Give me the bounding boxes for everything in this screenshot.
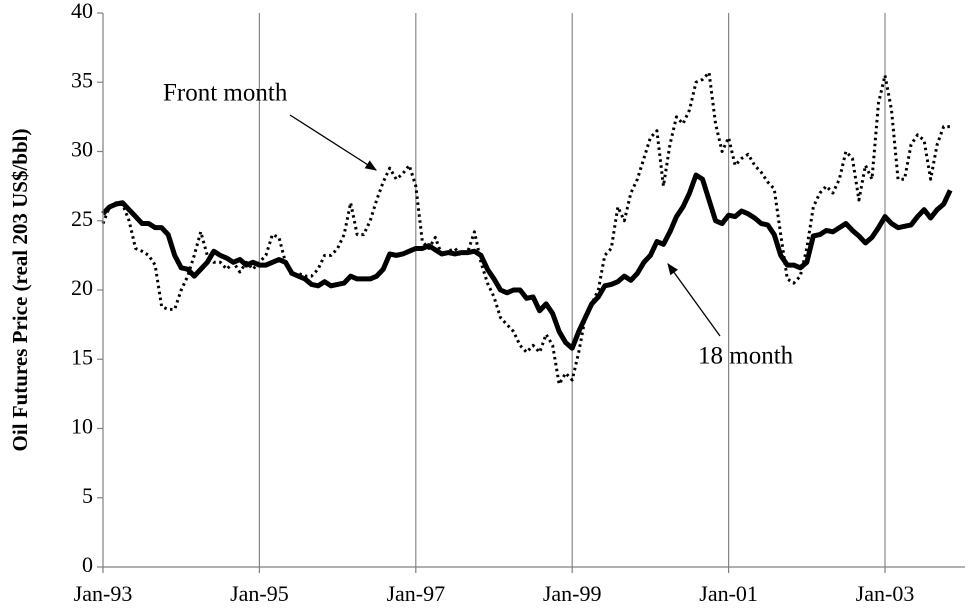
plot (101, 71, 953, 386)
series-line (101, 71, 951, 386)
x-tick-label: Jan-95 (230, 581, 289, 606)
tick-labels: 0 5 10 15 20 25 30 35 40 Jan-93 Jan-95 Jan-97 Jan-99… (71, 0, 914, 606)
y-tick-label: 10 (71, 414, 93, 439)
y-tick-label: 0 (82, 552, 93, 577)
x-tick-label: Jan-93 (74, 581, 133, 606)
y-tick-label: 5 (82, 483, 93, 508)
x-tick-label: Jan-01 (699, 581, 758, 606)
annotation-arrow (667, 263, 721, 337)
y-tick-label: 40 (71, 0, 93, 23)
annotation-arrow (289, 114, 377, 171)
x-tick-label: Jan-03 (856, 581, 915, 606)
y-axis-title: Oil Futures Price (real 203 US$/bbl) (8, 129, 32, 452)
y-tick-label: 20 (71, 275, 93, 300)
annotation: 18 month (698, 343, 794, 370)
annotation: Front month (163, 80, 288, 107)
grid (97, 12, 886, 573)
series-line (101, 172, 953, 351)
y-tick-label: 25 (71, 206, 93, 231)
y-tick-label: 30 (71, 137, 93, 162)
y-tick-label: 15 (71, 344, 93, 369)
y-tick-label: 35 (71, 67, 93, 92)
x-tick-label: Jan-99 (543, 581, 602, 606)
x-tick-label: Jan-97 (386, 581, 445, 606)
